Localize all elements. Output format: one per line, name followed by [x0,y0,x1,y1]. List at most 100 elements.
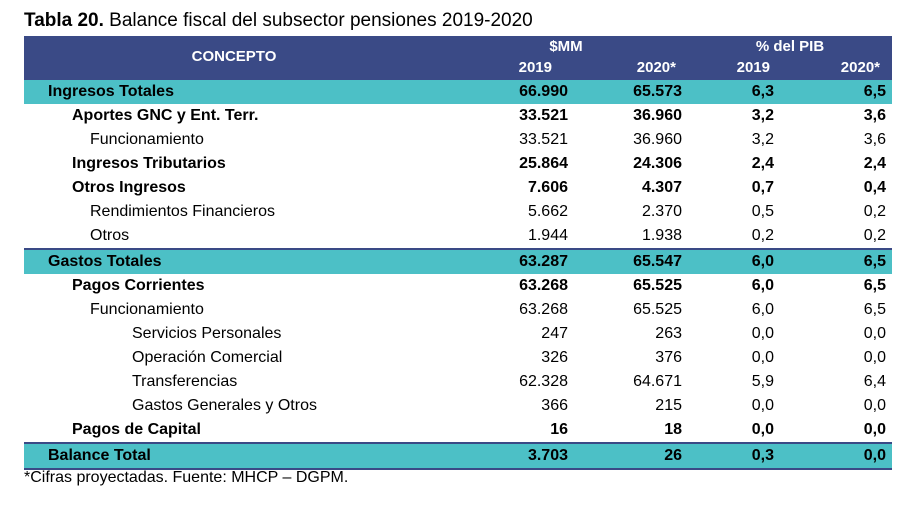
row-concept: Funcionamiento [90,301,204,318]
table-number: Tabla 20. [24,10,104,31]
cell-pib-2020: 2,4 [863,155,887,172]
cell-pib-2020: 6,5 [780,248,893,274]
cell-mm-2019: 16 [550,421,568,438]
row-concept: Operación Comercial [132,349,283,366]
row-concept: Funcionamiento [90,131,204,148]
cell-pib-2019: 6,0 [751,277,774,294]
cell-mm-2019: 66.990 [444,78,574,104]
cell-pib-2019: 3,2 [751,107,774,124]
table-caption: Balance fiscal del subsector pensiones 2… [103,10,533,31]
table-row: Ingresos Totales 66.990 65.573 6,3 6,5 [24,78,893,104]
cell-mm-2019: 33.521 [519,131,568,148]
cell-mm-2019: 3.703 [444,442,574,470]
row-concept: Rendimientos Financieros [90,203,275,220]
row-concept: Balance Total [24,442,444,470]
row-concept: Transferencias [132,373,238,390]
table-row: Pagos de Capital 16 18 0,0 0,0 [24,418,892,443]
cell-pib-2020: 6,5 [863,301,887,318]
header-year-mm-2020: 2020* [574,58,688,79]
cell-mm-2020: 215 [655,397,682,414]
header-year-pib-2020: 2020* [780,58,893,79]
cell-mm-2019: 1.944 [527,227,568,244]
row-concept: Pagos Corrientes [72,277,205,294]
cell-pib-2020: 0,0 [780,442,893,470]
cell-mm-2020: 65.525 [633,301,682,318]
row-concept: Ingresos Tributarios [72,155,226,172]
cell-mm-2019: 63.287 [444,248,574,274]
cell-mm-2020: 65.573 [574,78,688,104]
row-concept: Otros Ingresos [72,179,186,196]
cell-mm-2019: 326 [541,349,568,366]
table-row: Rendimientos Financieros 5.662 2.370 0,5… [24,200,892,224]
cell-mm-2019: 366 [541,397,568,414]
cell-mm-2020: 4.307 [641,179,682,196]
cell-pib-2020: 0,0 [863,397,887,414]
cell-mm-2020: 36.960 [633,107,682,124]
cell-pib-2019: 3,2 [751,131,774,148]
cell-mm-2020: 263 [655,325,682,342]
fiscal-balance-table: CONCEPTO $MM % del PIB 2019 2020* 2019 2… [24,36,893,470]
cell-mm-2020: 64.671 [633,373,682,390]
row-concept: Otros [90,227,130,244]
cell-pib-2019: 0,0 [751,349,774,366]
cell-pib-2020: 0,0 [863,325,887,342]
cell-pib-2020: 6,5 [863,277,887,294]
cell-mm-2020: 26 [574,442,688,470]
cell-pib-2019: 6,0 [688,248,780,274]
cell-pib-2020: 0,2 [863,203,887,220]
cell-mm-2019: 7.606 [527,179,568,196]
cell-pib-2020: 3,6 [863,131,887,148]
cell-mm-2019: 247 [541,325,568,342]
cell-mm-2019: 25.864 [519,155,568,172]
cell-mm-2019: 5.662 [527,203,568,220]
cell-mm-2020: 65.547 [574,248,688,274]
cell-mm-2020: 2.370 [641,203,682,220]
cell-mm-2020: 65.525 [633,277,682,294]
cell-pib-2020: 6,5 [780,78,893,104]
cell-mm-2020: 1.938 [641,227,682,244]
cell-mm-2020: 24.306 [633,155,682,172]
cell-mm-2020: 376 [655,349,682,366]
cell-pib-2019: 0,5 [751,203,774,220]
header-concept: CONCEPTO [24,36,444,79]
cell-pib-2019: 0,3 [688,442,780,470]
cell-mm-2019: 33.521 [519,107,568,124]
table-row: Funcionamiento 33.521 36.960 3,2 3,6 [24,128,892,152]
table-row: Otros 1.944 1.938 0,2 0,2 [24,224,892,249]
header-year-pib-2019: 2019 [688,58,780,79]
cell-mm-2019: 63.268 [519,277,568,294]
row-concept: Pagos de Capital [72,421,201,438]
cell-pib-2020: 0,0 [863,421,887,438]
table-row: Servicios Personales 247 263 0,0 0,0 [24,322,892,346]
row-concept: Gastos Totales [24,248,444,274]
header-group-mm: $MM [444,36,688,58]
table-row: Ingresos Tributarios 25.864 24.306 2,4 2… [24,152,892,176]
cell-pib-2019: 5,9 [751,373,774,390]
cell-pib-2019: 0,0 [751,325,774,342]
table-row: Aportes GNC y Ent. Terr. 33.521 36.960 3… [24,104,892,128]
table-row: Gastos Generales y Otros 366 215 0,0 0,0 [24,394,892,418]
row-concept: Ingresos Totales [24,78,444,104]
table-row: Otros Ingresos 7.606 4.307 0,7 0,4 [24,176,892,200]
cell-mm-2019: 63.268 [519,301,568,318]
cell-pib-2020: 0,4 [863,179,887,196]
header-year-mm-2019: 2019 [444,58,574,79]
cell-pib-2019: 2,4 [751,155,774,172]
table-row: Operación Comercial 326 376 0,0 0,0 [24,346,892,370]
cell-mm-2019: 62.328 [519,373,568,390]
footnote: *Cifras proyectadas. Fuente: MHCP – DGPM… [24,469,349,486]
cell-pib-2020: 3,6 [863,107,887,124]
cell-pib-2019: 0,0 [751,421,774,438]
row-concept: Gastos Generales y Otros [132,397,317,414]
cell-pib-2019: 0,2 [751,227,774,244]
table-row: Gastos Totales 63.287 65.547 6,0 6,5 [24,248,893,274]
table-row: Balance Total 3.703 26 0,3 0,0 [24,442,893,470]
table-row: Funcionamiento 63.268 65.525 6,0 6,5 [24,298,892,322]
header-group-pib: % del PIB [688,36,893,58]
cell-pib-2020: 6,4 [863,373,887,390]
cell-pib-2019: 0,7 [751,179,774,196]
table-title: Tabla 20. Balance fiscal del subsector p… [24,10,533,32]
cell-pib-2019: 0,0 [751,397,774,414]
table-row: Pagos Corrientes 63.268 65.525 6,0 6,5 [24,274,892,298]
cell-pib-2020: 0,0 [863,349,887,366]
